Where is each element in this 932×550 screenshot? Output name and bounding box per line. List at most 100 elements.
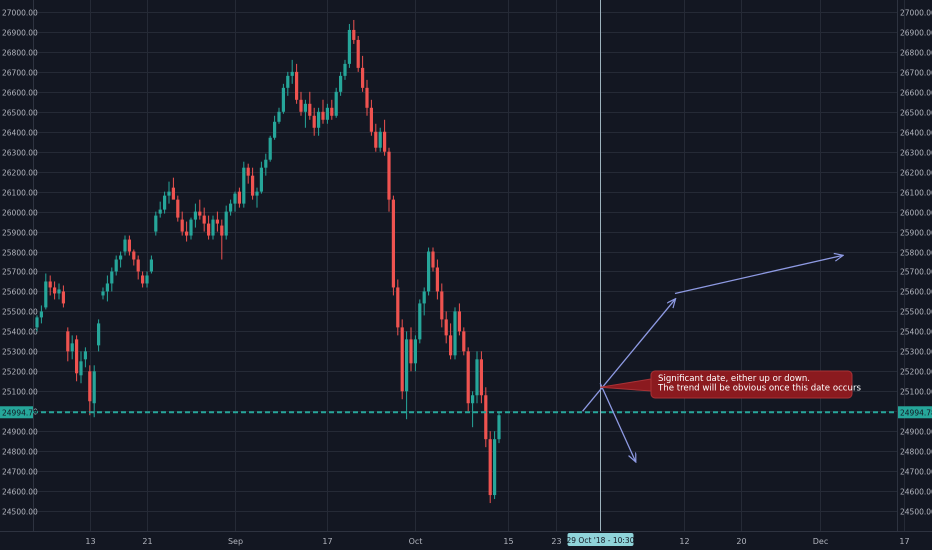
candle-body [66, 331, 70, 352]
candle [97, 319, 101, 352]
candle [88, 365, 92, 416]
candle [198, 199, 202, 220]
candle [493, 431, 497, 500]
candle [44, 273, 48, 310]
candle [57, 283, 61, 300]
candle [255, 187, 259, 208]
time-tick: 23 [551, 537, 561, 546]
candle-body [400, 327, 404, 392]
candle-body [53, 287, 57, 294]
right-price-tick: 25100.00 [900, 388, 932, 397]
candle [462, 327, 466, 356]
candle-body [435, 267, 439, 292]
right-price-tick: 26100.00 [900, 189, 932, 198]
candle-body [277, 111, 281, 122]
candle [479, 351, 483, 404]
price-tag-right-text: 24994.78 [900, 408, 932, 417]
candle [325, 103, 329, 124]
left-price-tick: 25100.00 [2, 388, 38, 397]
candle-body [387, 151, 391, 200]
candle [127, 235, 131, 256]
left-price-tick: 24700.00 [2, 468, 38, 477]
candle-body [405, 339, 409, 392]
projection-arrow[interactable] [599, 383, 635, 461]
candle [66, 327, 70, 362]
candle-body [466, 351, 470, 404]
candle-body [444, 319, 448, 336]
candle-body [361, 67, 365, 88]
candle-body [413, 339, 417, 364]
candle-body [383, 131, 387, 152]
candle [334, 87, 338, 118]
callout-box[interactable] [650, 370, 853, 399]
right-price-tick: 25300.00 [900, 348, 932, 357]
candle-body [303, 103, 307, 112]
candle-body [299, 99, 303, 112]
right-price-tick: 26400.00 [900, 129, 932, 138]
candle [449, 323, 453, 360]
right-price-tick: 26700.00 [900, 69, 932, 78]
candle [207, 215, 211, 240]
candle [123, 235, 127, 256]
left-price-tick: 26400.00 [2, 129, 38, 138]
left-price-tick: 25400.00 [2, 328, 38, 337]
candle [224, 205, 228, 240]
candle-body [207, 223, 211, 236]
candle-body [233, 193, 237, 204]
candle [229, 199, 233, 216]
candle [114, 255, 118, 276]
candle-body [484, 395, 488, 440]
candle-body [268, 137, 272, 160]
candle-body [158, 209, 162, 214]
candle [387, 147, 391, 212]
time-tick: 12 [679, 537, 689, 546]
candle [488, 431, 492, 504]
candle [343, 59, 347, 80]
time-axis[interactable]: 13 21 Sep 17 Oct 15 23 12 20 Dec 17 [85, 537, 909, 546]
left-price-tick: 25900.00 [2, 229, 38, 238]
candle-body [44, 281, 48, 308]
candle [48, 275, 52, 296]
candle-body [422, 291, 426, 304]
candle [251, 167, 255, 200]
candle-body [229, 203, 233, 212]
candle [101, 287, 105, 300]
candle [413, 335, 417, 372]
right-price-tick: 24500.00 [900, 508, 932, 517]
candle-body [330, 107, 334, 116]
candle-body [264, 159, 268, 168]
left-price-tick: 25700.00 [2, 268, 38, 277]
right-price-tick: 25800.00 [900, 249, 932, 258]
candle-body [369, 107, 373, 132]
candle-body [396, 287, 400, 328]
candle-body [83, 351, 87, 360]
right-price-tick: 25400.00 [900, 328, 932, 337]
candle-body [479, 359, 483, 396]
candle [211, 215, 215, 240]
candle [347, 23, 351, 68]
projection-arrow[interactable] [582, 299, 675, 412]
time-tick: Sep [228, 537, 243, 546]
candle-body [317, 111, 321, 128]
callout-text: Significant date, either up or down. [658, 374, 810, 384]
candles [35, 19, 501, 504]
candle [466, 347, 470, 412]
candle [321, 99, 325, 124]
price-tag-right [898, 406, 932, 419]
candle [237, 187, 241, 208]
candle-body [418, 303, 422, 340]
candle-body [242, 167, 246, 204]
right-price-tick: 26600.00 [900, 89, 932, 98]
candle-body [189, 219, 193, 236]
projection-arrow[interactable] [674, 256, 842, 295]
candle-body [255, 191, 259, 196]
right-price-tick: 27000.00 [900, 9, 932, 18]
candle-body [211, 219, 215, 236]
candle-body [440, 291, 444, 320]
right-price-tick: 26000.00 [900, 209, 932, 218]
right-price-tick: 26200.00 [900, 169, 932, 178]
time-tick: 13 [85, 537, 95, 546]
candle [356, 35, 360, 72]
